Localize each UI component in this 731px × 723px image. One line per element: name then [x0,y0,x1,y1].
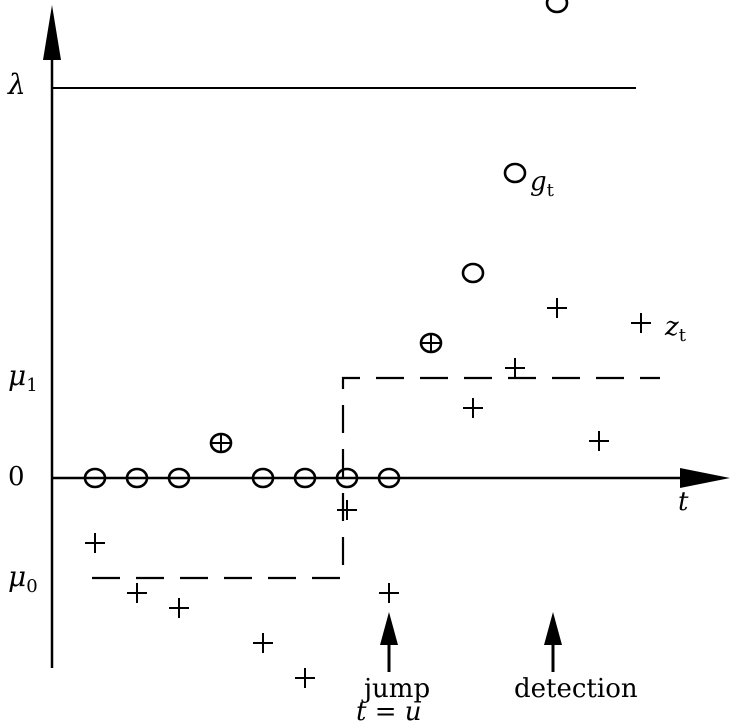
y-axis-arrowhead [43,5,61,60]
detection-arrow-head [544,612,562,645]
g-point-10 [503,162,527,184]
g-point-0 [83,467,107,489]
z-point-10 [505,358,525,378]
x-axis-arrowhead [680,468,730,488]
z-point-8 [421,333,441,353]
g-series-label: gt [530,167,555,201]
g-point-2 [167,467,191,489]
z-series-label: zt [664,312,687,346]
zero-label: 0 [8,462,25,492]
z-point-4 [253,633,273,653]
z-point-12 [589,431,609,451]
z-point-0 [85,533,105,553]
z-point-2 [169,598,189,618]
data-markers [83,0,651,688]
z-point-6 [337,500,357,520]
jump-arrow-head [380,612,398,645]
g-point-5 [293,467,317,489]
z-point-5 [295,668,315,688]
g-point-9 [461,262,485,284]
z-point-7 [379,583,399,603]
jump-equation: t = u [356,697,422,723]
g-point-1 [125,467,149,489]
jump-label: jump [361,674,430,704]
g-point-6 [335,467,359,489]
lambda-label: λ [7,68,26,101]
z-point-1 [127,583,147,603]
z-point-3 [211,433,231,453]
g-point-7 [377,467,401,489]
g-point-11 [545,0,569,14]
detection-label: detection [514,674,638,704]
g-point-4 [251,467,275,489]
z-point-11 [547,298,567,318]
mu1-label: μ1 [8,359,38,396]
t-axis-label: t [678,487,689,517]
z-point-13 [631,313,651,333]
z-point-9 [463,398,483,418]
mu0-label: μ0 [8,560,38,597]
